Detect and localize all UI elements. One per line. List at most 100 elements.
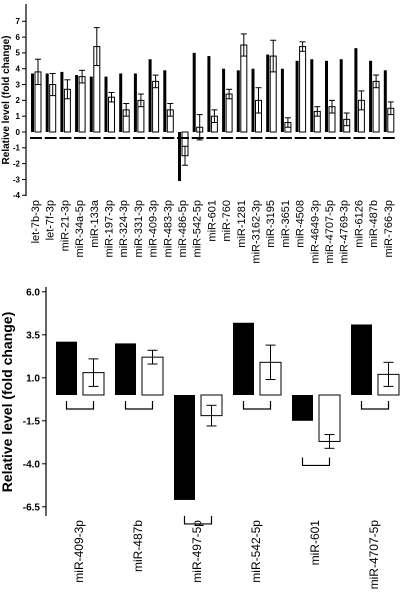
x-tick-label: miR-6126 — [353, 200, 365, 248]
bar-black — [174, 395, 195, 500]
y-tick-label: 1 — [16, 112, 21, 121]
y-tick-label: 6.0 — [26, 287, 40, 298]
x-tick-label: miR-409-3p — [72, 520, 86, 583]
x-tick-label: let-7f-3p — [45, 200, 57, 240]
bar-black — [60, 71, 64, 132]
significance-bracket — [360, 401, 390, 410]
x-tick-label: let-7b-3p — [30, 200, 42, 243]
bar-black — [295, 60, 299, 133]
bar-black — [56, 341, 77, 395]
bar-black — [339, 59, 343, 133]
bar-black — [222, 68, 226, 132]
x-tick-label: miR-483-3p — [162, 200, 174, 257]
significance-bracket — [65, 401, 95, 410]
chart-top-panel: -4 -3 -2 -1 0 1 2 3 4 5 6 7 let-7b-3p let-7f-3p miR-2… — [1, 4, 395, 264]
x-tick-label: miR-4508 — [295, 200, 307, 248]
x-tick-label: miR-486-5p — [177, 200, 189, 257]
y-tick-label: -3 — [13, 175, 21, 184]
y-tick-label: -6.5 — [23, 502, 41, 513]
significance-bracket — [242, 401, 272, 410]
bar-black — [104, 76, 108, 132]
y-axis-label-top: Relative level (fold change) — [1, 36, 12, 165]
significance-bracket — [301, 457, 331, 467]
bar-black — [163, 70, 167, 132]
bar-black — [75, 75, 79, 132]
y-tick-label: 3.5 — [26, 330, 40, 341]
y-ticks-top: -4 -3 -2 -1 0 1 2 3 4 5 6 7 — [13, 17, 26, 200]
x-tick-label: miR-324-3p — [118, 200, 130, 257]
bar-black — [325, 60, 328, 133]
bar-black — [178, 132, 181, 182]
y-tick-label: -4.0 — [23, 459, 41, 470]
x-tick-label: miR-3162-3p — [251, 200, 263, 264]
y-tick-label: 3 — [16, 80, 21, 89]
y-tick-label: -4 — [13, 191, 21, 200]
y-tick-label: -2 — [13, 159, 21, 168]
x-tick-label: miR-4649-3p — [309, 200, 321, 264]
bar-open — [225, 93, 233, 133]
y-ticks-bottom: -6.5 -4.0 -1.5 1.0 3.5 6.0 — [23, 287, 46, 513]
x-tick-label: miR-4707-5p — [324, 200, 336, 264]
chart-bottom-panel: -6.5 -4.0 -1.5 1.0 3.5 6.0 miR-409-3p miR-487b… — [0, 287, 400, 590]
bar-black — [233, 322, 254, 395]
bars-top — [30, 27, 395, 182]
x-tick-label: miR-4707-5p — [367, 520, 381, 590]
bar-black — [133, 73, 137, 132]
x-tick-label: miR-331-3p — [133, 200, 145, 257]
bar-open — [372, 80, 380, 133]
bar-open — [240, 44, 248, 133]
x-tick-label: miR-1281 — [236, 200, 248, 248]
bar-black — [369, 60, 373, 133]
x-tick-label: miR-601 — [308, 520, 322, 566]
bar-black — [119, 73, 123, 132]
x-tick-labels-top: let-7b-3p let-7f-3p miR-21-3p miR-34a-5p miR… — [30, 199, 395, 263]
x-tick-label: miR-133a — [89, 199, 101, 248]
y-tick-label: 7 — [16, 17, 21, 26]
bar-black — [266, 54, 270, 133]
y-tick-label: 1.0 — [26, 373, 40, 384]
x-tick-label: miR-4769-3p — [339, 200, 351, 264]
bar-black — [45, 73, 49, 132]
bar-black — [354, 48, 358, 132]
y-axis-label-bottom: Relative level (fold change) — [0, 312, 15, 493]
x-tick-label: miR-542-5p — [249, 520, 263, 583]
x-tick-label: miR-601 — [206, 200, 218, 242]
bar-black — [236, 70, 240, 132]
bar-black — [351, 324, 372, 395]
y-tick-label: 5 — [16, 49, 21, 58]
x-tick-label: miR-34a-5p — [74, 200, 86, 257]
x-tick-label: miR-766-3p — [383, 200, 395, 257]
bar-black — [207, 56, 211, 133]
bar-black — [280, 68, 284, 132]
x-tick-label: miR-487b — [368, 200, 380, 248]
bar-open — [152, 80, 160, 133]
bar-black — [115, 343, 136, 395]
y-tick-label: -1.5 — [23, 416, 41, 427]
bar-black — [31, 73, 34, 132]
bar-black — [89, 76, 93, 132]
bar-black — [192, 52, 196, 133]
x-tick-label: miR-487b — [131, 520, 145, 572]
x-tick-label: miR-760 — [221, 200, 233, 242]
bar-black — [310, 59, 314, 133]
x-tick-label: miR-3195 — [265, 200, 277, 248]
bar-open — [78, 76, 86, 133]
bars-bottom — [56, 322, 400, 525]
x-tick-label: miR-21-3p — [59, 200, 71, 251]
y-tick-label: 2 — [16, 96, 21, 105]
bar-black — [383, 70, 387, 132]
significance-bracket — [183, 515, 213, 525]
bar-black — [148, 59, 152, 133]
x-tick-label: miR-542-5p — [192, 200, 204, 257]
bar-black — [292, 395, 313, 421]
y-tick-label: 6 — [16, 33, 21, 42]
bar-black — [251, 68, 255, 132]
x-tick-label: miR-197-3p — [104, 200, 116, 257]
y-tick-label: -1 — [13, 144, 21, 153]
bar-open — [299, 46, 307, 133]
significance-bracket — [124, 401, 154, 410]
x-tick-labels-bottom: miR-409-3p miR-487b miR-497-5p miR-542-5p mi… — [72, 520, 381, 590]
x-tick-label: miR-3651 — [280, 200, 292, 248]
x-tick-label: miR-409-3p — [148, 200, 160, 257]
